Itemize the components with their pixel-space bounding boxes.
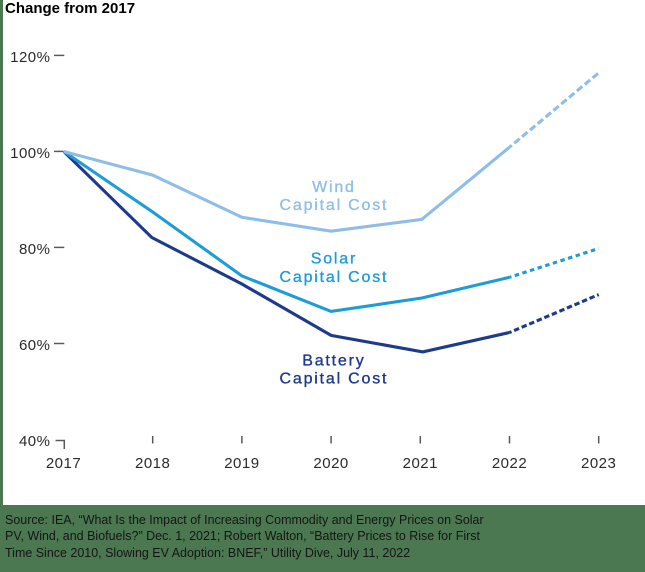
svg-text:Capital Cost: Capital Cost [280,269,389,286]
svg-text:Battery: Battery [302,352,365,369]
svg-text:Capital Cost: Capital Cost [280,197,389,214]
svg-text:2020: 2020 [313,455,348,472]
svg-text:Wind: Wind [312,179,356,196]
svg-text:2022: 2022 [492,455,527,472]
svg-text:2018: 2018 [135,455,170,472]
svg-text:60%: 60% [19,337,51,354]
svg-text:Capital Cost: Capital Cost [280,370,389,387]
svg-text:2021: 2021 [403,455,438,472]
svg-text:100%: 100% [10,145,50,162]
svg-text:2017: 2017 [46,455,81,472]
svg-text:Solar: Solar [311,251,357,268]
svg-text:2023: 2023 [581,455,616,472]
svg-text:80%: 80% [19,241,51,258]
svg-text:40%: 40% [19,433,51,450]
svg-text:2019: 2019 [224,455,259,472]
svg-text:120%: 120% [10,49,50,66]
